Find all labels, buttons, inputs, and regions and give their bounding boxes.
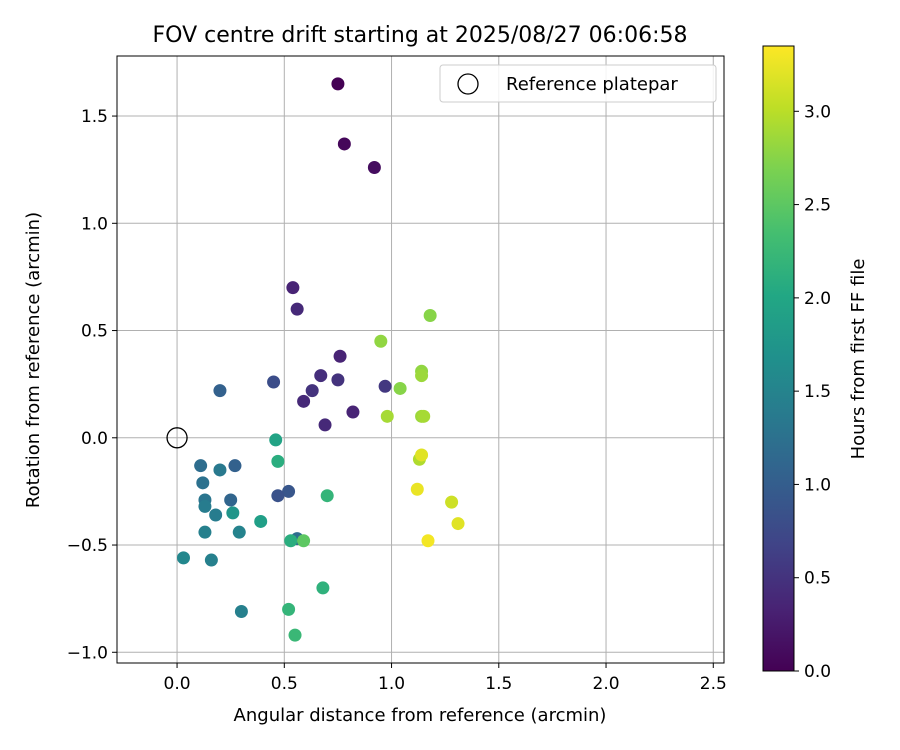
- y-tick-label: 0.5: [81, 322, 108, 342]
- data-point: [380, 409, 394, 423]
- legend-marker-reference: [457, 73, 479, 95]
- x-tick-label: 2.5: [700, 674, 727, 694]
- data-point: [282, 484, 296, 498]
- data-point: [228, 459, 242, 473]
- data-point: [451, 517, 465, 531]
- data-point: [378, 379, 392, 393]
- y-tick-label: −1.0: [67, 643, 108, 663]
- data-point: [198, 499, 212, 513]
- data-point: [271, 454, 285, 468]
- data-point: [331, 77, 345, 91]
- colorbar-tick-label: 2.0: [804, 289, 831, 309]
- y-tick-label: 0.0: [81, 429, 108, 449]
- data-point: [417, 409, 431, 423]
- data-point: [316, 581, 330, 595]
- data-point: [297, 534, 311, 548]
- data-point: [305, 384, 319, 398]
- colorbar-tick-label: 2.5: [804, 196, 831, 216]
- colorbar-gradient: [762, 45, 795, 672]
- data-point: [367, 161, 381, 175]
- colorbar-ticks: 0.0 0.5 1.0 1.5 2.0 2.5 3.0: [794, 102, 831, 682]
- data-point: [213, 384, 227, 398]
- data-point: [226, 506, 240, 520]
- data-point: [271, 489, 285, 503]
- data-point: [198, 525, 212, 539]
- x-tick-label: 1.0: [378, 674, 405, 694]
- data-point: [320, 489, 334, 503]
- x-axis-label: Angular distance from reference (arcmin): [234, 705, 607, 726]
- data-point: [318, 418, 332, 432]
- data-point: [232, 525, 246, 539]
- data-point: [393, 381, 407, 395]
- y-tick-label: −0.5: [67, 536, 108, 556]
- data-point: [346, 405, 360, 419]
- data-point: [423, 309, 437, 323]
- reference-marker: [166, 427, 188, 449]
- data-point: [415, 369, 429, 383]
- data-point: [374, 334, 388, 348]
- data-point: [288, 628, 302, 642]
- data-point: [331, 373, 345, 387]
- axis-ticks: 0.0 0.5 1.0 1.5 2.0 2.5 −1.0 −0.5 0.0 0.5 1.0 1.5: [67, 107, 727, 694]
- data-point: [421, 534, 435, 548]
- x-tick-label: 1.5: [485, 674, 512, 694]
- data-point: [204, 553, 218, 567]
- x-tick-label: 0.0: [164, 674, 191, 694]
- data-point: [176, 551, 190, 565]
- data-point: [445, 495, 459, 509]
- data-point: [333, 349, 347, 363]
- data-point: [282, 602, 296, 616]
- data-point: [234, 605, 248, 619]
- data-point: [286, 281, 300, 295]
- colorbar-tick-label: 0.0: [804, 662, 831, 682]
- y-tick-label: 1.0: [81, 214, 108, 234]
- data-point: [297, 394, 311, 408]
- data-point: [194, 459, 208, 473]
- data-point: [284, 534, 298, 548]
- data-point: [254, 514, 268, 528]
- data-point: [224, 493, 238, 507]
- data-point: [196, 476, 210, 490]
- x-tick-label: 2.0: [593, 674, 620, 694]
- colorbar-label: Hours from first FF file: [848, 259, 869, 460]
- plot-frame: [116, 55, 725, 664]
- grid: [117, 56, 724, 663]
- data-point: [314, 369, 328, 383]
- y-tick-label: 1.5: [81, 107, 108, 127]
- colorbar: 0.0 0.5 1.0 1.5 2.0 2.5 3.0 Hours from first F…: [762, 45, 869, 682]
- chart-title: FOV centre drift starting at 2025/08/27 …: [153, 23, 688, 48]
- data-point: [290, 302, 304, 316]
- colorbar-tick-label: 0.5: [804, 569, 831, 589]
- colorbar-tick-label: 3.0: [804, 102, 831, 122]
- legend-label-reference: Reference platepar: [506, 74, 678, 95]
- data-point: [337, 137, 351, 151]
- data-point: [209, 508, 223, 522]
- legend: Reference platepar: [439, 64, 717, 103]
- x-tick-label: 0.5: [271, 674, 298, 694]
- colorbar-tick-label: 1.5: [804, 382, 831, 402]
- data-point: [267, 375, 281, 389]
- scatter-points: [166, 77, 465, 642]
- data-point: [415, 448, 429, 462]
- y-axis-label: Rotation from reference (arcmin): [23, 212, 44, 508]
- data-point: [213, 463, 227, 477]
- data-point: [269, 433, 283, 447]
- data-point: [410, 482, 424, 496]
- colorbar-tick-label: 1.0: [804, 475, 831, 495]
- legend-box: [439, 64, 717, 103]
